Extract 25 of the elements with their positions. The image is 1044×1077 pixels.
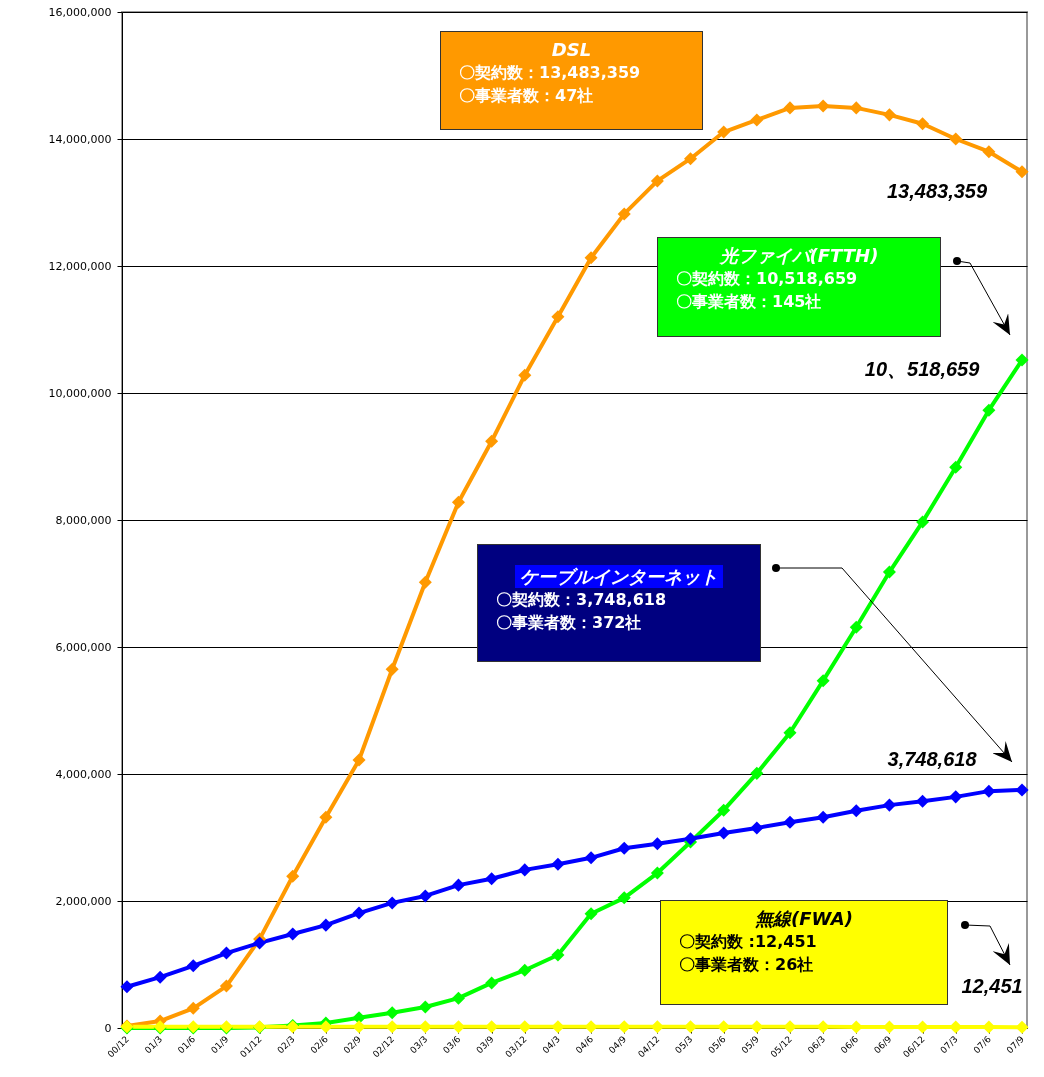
- annotation: 〇契約数：10,518,659: [676, 268, 859, 290]
- annotation: 12,451: [961, 975, 1023, 998]
- y-tick-label: 8,000,000: [55, 513, 112, 527]
- annotation: 〇事業者数：372社: [496, 612, 643, 634]
- y-tick-label: 0: [104, 1021, 112, 1035]
- y-tick-label: 14,000,000: [48, 132, 112, 146]
- annotation: 〇契約数：13,483,359: [459, 62, 642, 84]
- y-tick-label: 10,000,000: [48, 386, 112, 400]
- y-tick-label: 6,000,000: [55, 640, 112, 654]
- annotation: 13,483,359: [886, 179, 988, 202]
- callout-box: 光ファイバ(FTTH) 〇契約数：10,518,659 〇事業者数：145社: [657, 237, 941, 337]
- annotation: 〇契約数 :12,451: [679, 931, 818, 953]
- annotation: 3,748,618: [887, 747, 978, 770]
- annotation: 10、518,659: [864, 358, 981, 381]
- y-tick-label: 2,000,000: [55, 894, 112, 908]
- annotation: 〇事業者数：145社: [676, 291, 823, 313]
- y-tick-label: 4,000,000: [55, 767, 112, 781]
- y-tick-label: 12,000,000: [48, 259, 112, 273]
- callout-box: ケーブルインターネット 〇契約数：3,748,618 〇事業者数：372社: [477, 544, 761, 662]
- callout-box: 無線(FWA) 〇契約数 :12,451 〇事業者数：26社: [660, 900, 948, 1005]
- annotation: 〇契約数：3,748,618: [496, 589, 668, 611]
- annotation: 〇事業者数：26社: [679, 954, 815, 976]
- y-tick-label: 16,000,000: [48, 5, 112, 19]
- callout-box: DSL 〇契約数：13,483,359 〇事業者数：47社: [440, 31, 703, 130]
- annotation: 〇事業者数：47社: [459, 85, 595, 107]
